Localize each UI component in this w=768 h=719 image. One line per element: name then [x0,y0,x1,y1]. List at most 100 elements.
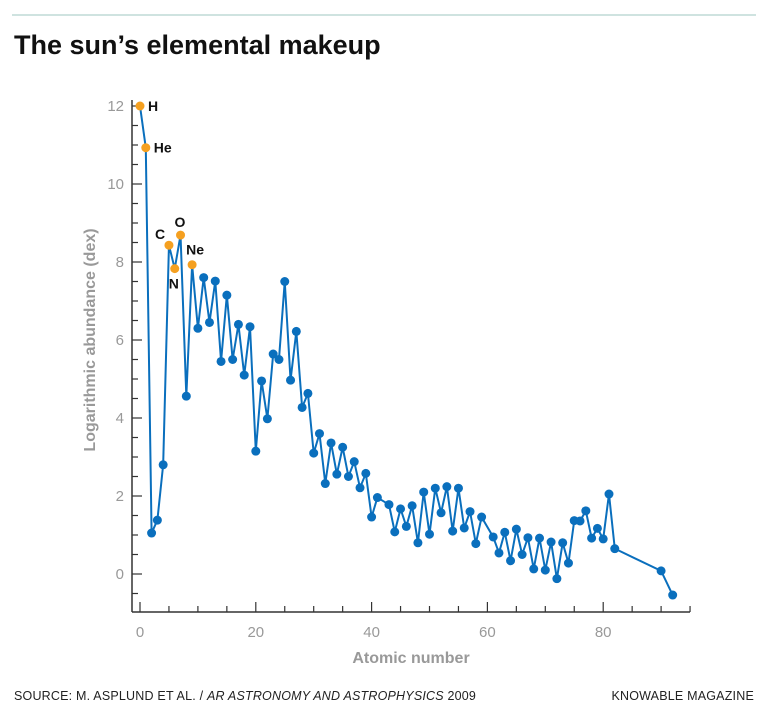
data-point [355,483,365,493]
data-point [448,526,458,536]
data-point [529,564,539,574]
data-point [372,493,382,503]
data-point [297,402,307,412]
x-tick-label: 80 [595,624,612,641]
data-point [581,506,591,516]
brand-credit: KNOWABLE MAGAZINE [611,689,754,703]
data-point [413,538,423,548]
source-credit: SOURCE: M. ASPLUND ET AL. / AR ASTRONOMY… [14,689,476,703]
data-point [320,479,330,489]
data-point [430,483,440,493]
data-point [361,468,371,478]
y-tick-label: 8 [116,254,124,271]
element-label: O [175,214,186,230]
data-point [199,273,209,283]
data-point [233,319,243,329]
highlighted-point [176,230,186,240]
data-point [419,487,429,497]
data-point [546,537,556,547]
data-point [222,290,232,300]
highlighted-point [135,101,145,111]
data-point [251,446,261,456]
data-point [465,507,475,517]
data-point [668,590,678,600]
data-point [326,438,336,448]
data-point [343,472,353,481]
data-point [511,524,521,534]
data-point [587,533,597,543]
data-point [656,566,666,576]
data-point [245,322,255,332]
source-journal: AR ASTRONOMY AND ASTROPHYSICS [206,689,444,703]
element-label: Ne [186,242,204,258]
data-point [367,512,377,522]
data-point [216,356,226,366]
y-tick-label: 6 [116,332,124,349]
data-point [239,370,249,380]
element-label: C [155,226,165,242]
data-point [152,515,162,525]
y-tick-label: 0 [116,566,124,583]
data-point [563,558,573,568]
data-point [257,376,267,386]
data-point [274,355,284,364]
data-point [488,532,498,542]
chart-title: The sun’s elemental makeup [14,30,381,60]
data-point [517,550,527,559]
data-point [204,317,214,327]
highlighted-point [170,264,180,274]
data-point [494,548,504,558]
data-point [459,523,469,533]
data-point [309,448,319,458]
data-point [592,523,602,533]
data-point [268,349,278,359]
data-point [552,574,562,584]
data-point [228,355,238,364]
data-point [210,276,220,286]
x-tick-label: 40 [363,624,380,641]
source-year: 2009 [443,689,477,703]
line-chart: 0 2 4 6 8 10 12 0 20 40 60 80 Atomic number Logarithm… [82,98,691,667]
data-point [442,482,452,492]
top-rule [12,14,756,16]
data-point [390,527,400,537]
data-point [332,469,342,479]
data-point [506,556,516,566]
data-point [338,442,348,452]
data-point [471,539,481,549]
data-point [535,533,545,543]
data-point [158,460,168,470]
data-point [523,533,533,543]
data-point [396,504,406,514]
data-point [303,388,313,398]
x-tick-label: 20 [247,624,264,641]
data-point [401,521,411,531]
data-point [181,391,191,401]
data-point [147,528,157,538]
data-point [291,326,301,336]
data-point [193,323,203,333]
y-tick-label: 10 [107,176,124,193]
data-point [604,489,614,499]
x-tick-label: 60 [479,624,496,641]
element-label: H [148,98,158,114]
element-label: N [169,276,179,292]
highlighted-point [164,240,174,250]
y-axis-label: Logarithmic abundance (dex) [82,228,99,451]
highlighted-point [141,143,151,153]
data-point [436,508,446,518]
data-point [558,538,568,548]
data-point [610,544,620,554]
x-tick-label: 0 [136,624,144,641]
data-point [500,527,510,537]
highlighted-point [187,260,197,270]
source-prefix: SOURCE: M. ASPLUND ET AL. / [14,689,207,703]
x-axis-label: Atomic number [352,650,469,667]
data-point [384,500,394,510]
data-point [425,529,434,539]
y-tick-label: 12 [107,98,124,115]
data-point [314,429,324,439]
data-point [477,512,487,522]
y-tick-label: 4 [116,410,124,427]
data-point [407,501,417,511]
